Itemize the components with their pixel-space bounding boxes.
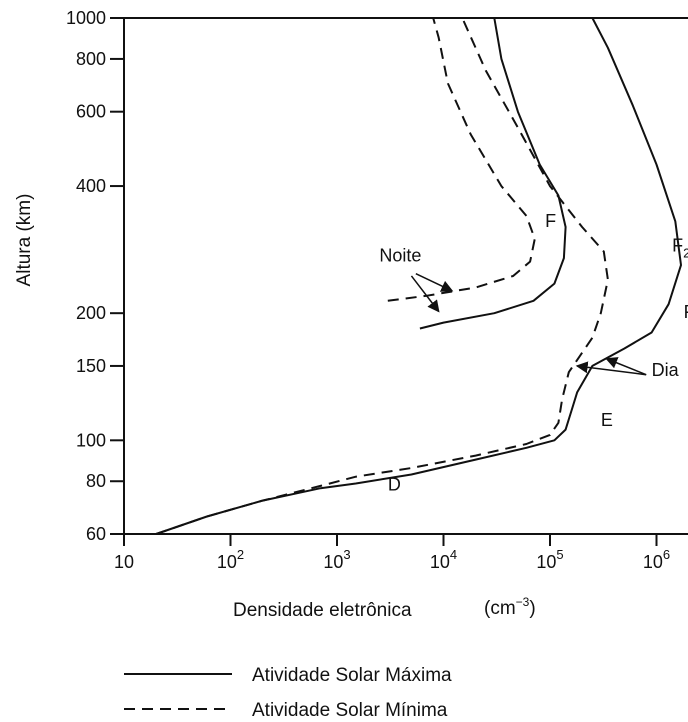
y-tick-label: 80 <box>86 471 106 491</box>
y-tick-label: 100 <box>76 430 106 450</box>
noite-arrow-1 <box>415 273 454 292</box>
x-axis-unit-exp: −3 <box>516 595 530 609</box>
series-layer <box>155 17 682 535</box>
annotation-e: E <box>601 410 613 430</box>
dia-arrow-2 <box>605 357 647 376</box>
x-tick-label: 10 <box>114 552 134 572</box>
annotation-d: D <box>388 475 401 495</box>
legend-label-max: Atividade Solar Máxima <box>252 665 452 686</box>
x-axis-unit-close: ) <box>529 598 535 619</box>
x-tick-label: 106 <box>643 547 670 572</box>
y-axis-label: Altura (km) <box>14 194 35 287</box>
series-line-minimum-3 <box>387 17 536 302</box>
y-tick-label: 150 <box>76 356 106 376</box>
annotation-dia: Dia <box>652 360 680 380</box>
series-line-maximum-1 <box>419 17 567 330</box>
y-tick-label: 200 <box>76 303 106 323</box>
annotation-f2: F2 <box>672 235 688 260</box>
x-axis-unit-open: (cm <box>484 598 516 619</box>
y-tick-label: 1000 <box>66 8 106 28</box>
dia-arrow-1 <box>575 361 647 376</box>
legend: Atividade Solar Máxima Atividade Solar M… <box>124 665 452 721</box>
annotation-f: F <box>545 211 556 231</box>
noite-arrow-2 <box>410 275 440 313</box>
annotation-layer: F F2 F1 Dia E D Noite <box>379 211 688 495</box>
legend-label-min: Atividade Solar Mínima <box>252 700 448 721</box>
x-tick-label: 104 <box>430 547 457 572</box>
x-axis-label: Densidade eletrônica <box>233 600 412 621</box>
y-tick-label: 600 <box>76 102 106 122</box>
axes: 60 80 100 150 200 400 600 800 1000 10 102 103 104 105… <box>66 8 688 572</box>
series-line-minimum-2 <box>155 17 609 535</box>
x-axis-unit: (cm−3) <box>484 595 536 619</box>
annotation-f1: F1 <box>684 302 688 327</box>
y-tick-label: 800 <box>76 49 106 69</box>
x-tick-label: 103 <box>323 547 350 572</box>
y-tick-label: 400 <box>76 176 106 196</box>
x-tick-label: 105 <box>536 547 563 572</box>
x-tick-label: 102 <box>217 547 244 572</box>
y-tick-label: 60 <box>86 524 106 544</box>
annotation-noite: Noite <box>379 246 421 266</box>
series-line-maximum-0 <box>155 17 682 535</box>
